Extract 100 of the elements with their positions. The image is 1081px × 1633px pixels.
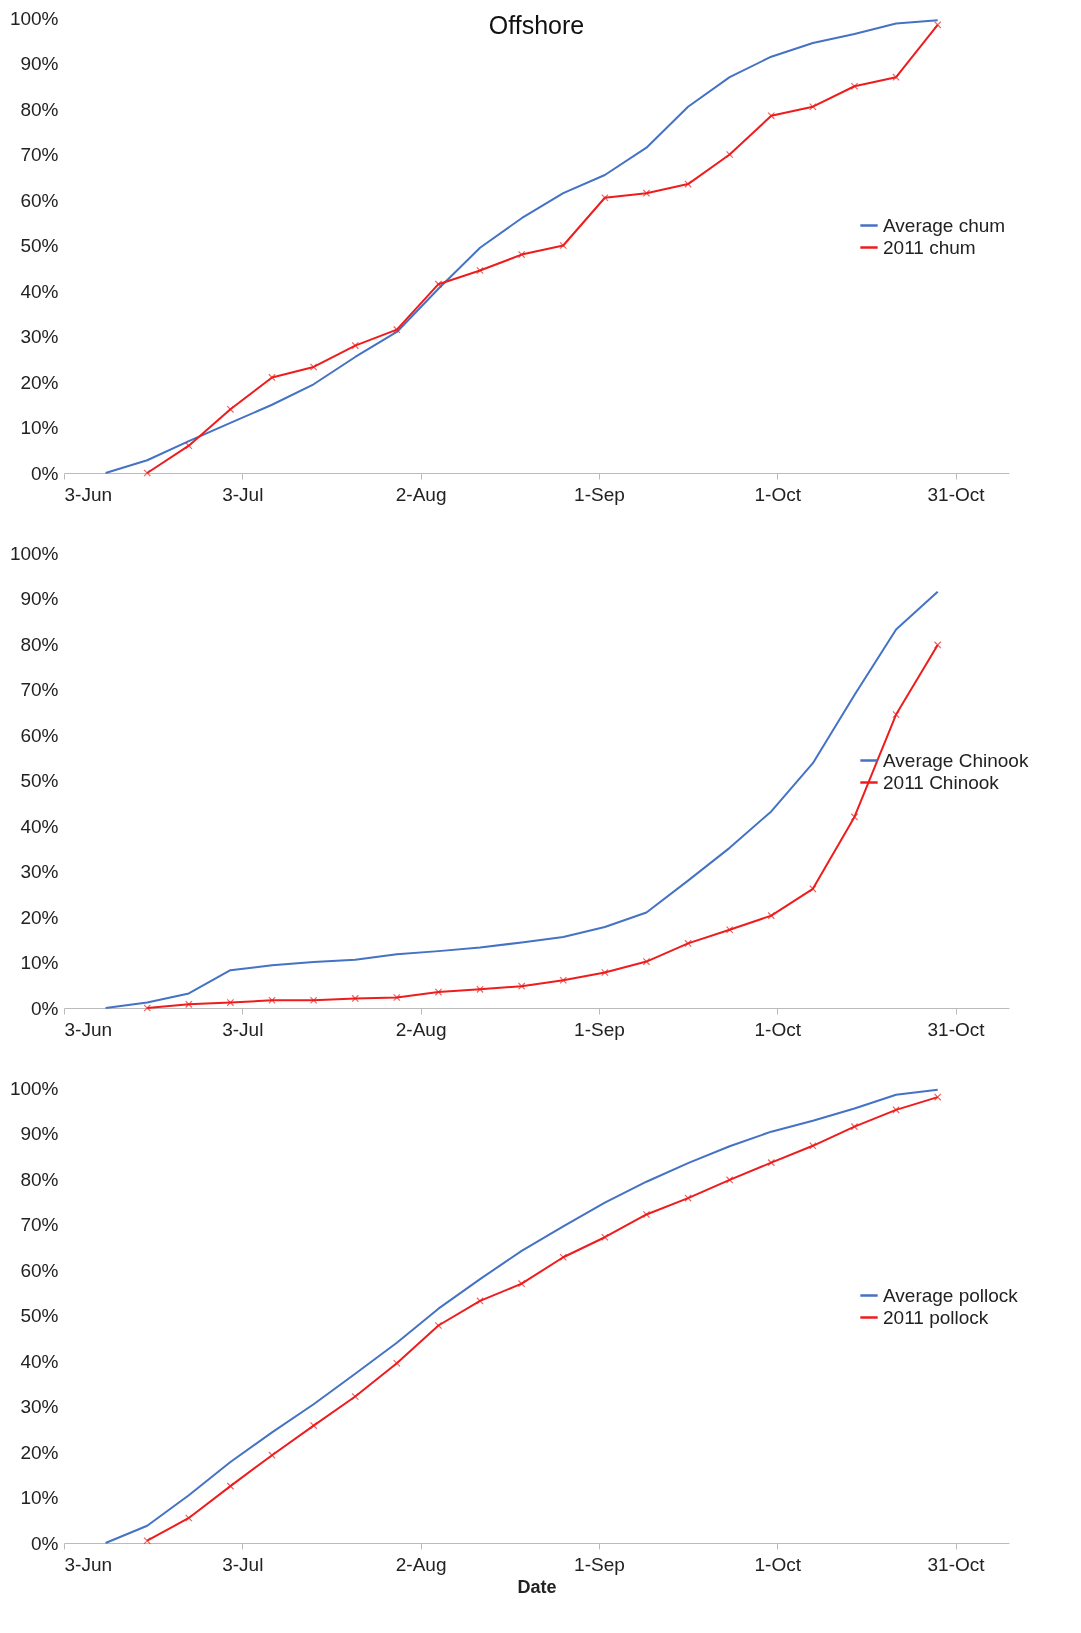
y-tick-label: 30% [20,861,59,882]
point [309,1421,318,1430]
point [226,405,235,414]
point [850,82,859,91]
point [517,250,526,259]
y-tick-label: 0% [31,462,59,484]
legend-label: 2011 pollock [883,1306,989,1328]
legend-label: Average Chinook [883,749,1029,771]
point [434,988,443,996]
point [476,985,484,994]
y-tick-label: 60% [20,189,59,211]
y-tick-label: 20% [20,371,59,393]
x-tick-label: 2-Aug [395,1018,447,1040]
point [767,1158,776,1167]
point [226,998,235,1007]
point [850,813,859,821]
point [725,150,734,159]
point [393,1359,401,1368]
y-tick-label: 10% [20,417,59,438]
x-tick-label: 3-Jun [64,1018,113,1040]
point [517,982,526,990]
y-tick-label: 50% [20,235,59,256]
point [393,993,401,1002]
y-tick-label: 10% [20,1487,59,1508]
point [517,1279,526,1288]
x-tick-label: 3-Jun [64,1553,113,1575]
point [850,1122,859,1131]
y-tick-label: 40% [20,815,59,837]
x-tick-label: 3-Jun [64,483,113,505]
point [351,994,359,1003]
x-tick-label: 1-Oct [754,483,802,505]
point [226,1482,235,1490]
point [143,469,151,477]
y-tick-label: 90% [20,53,59,74]
point [309,363,318,371]
y-tick-label: 60% [20,724,59,746]
y-tick-label: 70% [20,144,59,165]
y-tick-label: 90% [20,1123,59,1144]
y-tick-label: 100% [9,1077,59,1099]
x-tick-label: 3-Jul [222,483,264,505]
x-axis-title: Date [517,1576,557,1597]
y-tick-label: 20% [20,1441,59,1463]
y-tick-label: 70% [20,1214,59,1235]
y-tick-label: 80% [20,1168,59,1190]
legend-label: 2011 chum [883,236,976,258]
x-tick-label: 3-Jul [222,1553,264,1575]
legend-label: 2011 Chinook [883,771,1000,793]
y-tick-label: 70% [20,679,59,700]
point [809,1142,817,1150]
y-tick-label: 20% [20,906,59,928]
point [351,1392,359,1401]
x-tick-label: 1-Oct [754,1553,802,1575]
y-tick-label: 100% [9,7,59,29]
point [809,102,817,111]
point [809,885,817,893]
point [601,968,609,977]
point [268,1451,276,1459]
point [892,1106,900,1114]
y-tick-label: 100% [9,542,59,564]
point [642,957,651,966]
y-tick-label: 30% [20,1396,59,1417]
point [185,1514,193,1522]
y-tick-label: 30% [20,326,59,347]
y-tick-label: 50% [20,1305,59,1326]
legend-label: Average pollock [883,1284,1019,1306]
x-tick-label: 31-Oct [927,1553,986,1575]
y-tick-label: 80% [20,98,59,120]
point [185,441,193,450]
point [351,341,359,350]
y-tick-label: 90% [20,588,59,609]
point [601,1233,609,1241]
y-tick-label: 40% [20,1350,59,1372]
point [725,1176,734,1184]
point [476,266,484,275]
point [642,189,651,197]
y-tick-label: 0% [31,1532,59,1554]
point [601,193,609,202]
point [268,996,276,1005]
point [309,996,318,1005]
y-tick-label: 40% [20,280,59,302]
point [185,1000,193,1009]
y-tick-label: 80% [20,633,59,655]
x-tick-label: 3-Jul [222,1018,264,1040]
point [268,373,276,382]
point [434,280,443,288]
x-tick-label: 31-Oct [927,483,986,505]
point [559,241,568,250]
x-tick-label: 1-Sep [574,1018,625,1040]
point [933,641,942,649]
point [767,911,776,920]
x-tick-label: 2-Aug [395,483,447,505]
x-tick-label: 1-Oct [754,1018,802,1040]
y-tick-label: 60% [20,1259,59,1281]
point [393,325,401,334]
x-tick-label: 31-Oct [927,1018,986,1040]
y-tick-label: 50% [20,770,59,791]
y-tick-label: 0% [31,997,59,1019]
point [892,73,900,81]
x-tick-label: 1-Sep [574,1553,625,1575]
point [933,1093,942,1101]
